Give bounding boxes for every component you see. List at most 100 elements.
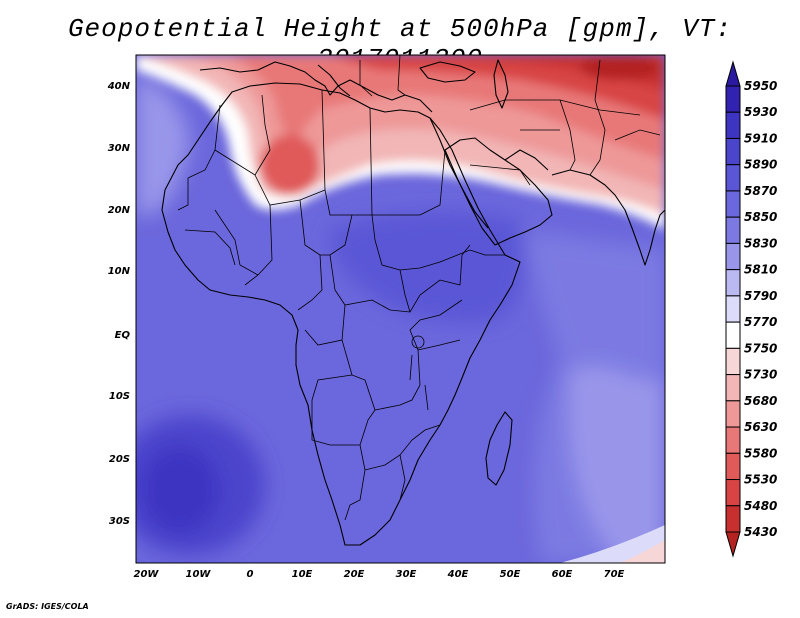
persian-gulf-coast [504, 149, 549, 171]
colorbar-swatch [725, 479, 741, 507]
border [364, 424, 441, 471]
height-field [136, 55, 665, 563]
colorbar-label: 5950 [744, 79, 777, 93]
lat-label: 40N [107, 81, 131, 92]
colorbar-label: 5480 [744, 499, 777, 513]
lat-label: EQ [115, 330, 131, 341]
colorbar-label: 5850 [744, 210, 777, 224]
border [254, 94, 271, 176]
border [372, 149, 446, 216]
colorbar-label: 5680 [744, 394, 777, 408]
lon-axis: 20W 10W 0 10E 20E 30E 40E 50E 60E 70E [134, 569, 625, 580]
border [177, 178, 189, 211]
border [505, 99, 641, 116]
colorbar-swatch [725, 216, 741, 244]
lakes [409, 335, 429, 411]
border [469, 164, 531, 186]
colorbar-label: 5580 [744, 446, 777, 460]
lon-label: 10W [186, 569, 212, 580]
field-core-low [580, 56, 660, 80]
lon-label: 10E [292, 569, 313, 580]
field-tropical-core [330, 212, 527, 323]
colorbar-label: 5790 [744, 289, 777, 303]
map-frame [135, 54, 666, 564]
lon-label: 0 [247, 569, 254, 580]
lake-malawi [424, 384, 429, 411]
colorbar-label: 5530 [744, 473, 777, 487]
colorbar-swatch [725, 452, 741, 481]
colorbar-swatch [725, 85, 741, 113]
lon-label: 60E [552, 569, 573, 580]
arabia-coast [444, 137, 553, 246]
colorbar-swatch [725, 426, 741, 454]
lon-label: 30E [396, 569, 417, 580]
lon-label: 70E [604, 569, 625, 580]
border [559, 99, 576, 171]
colorbar-label: 5630 [744, 420, 777, 434]
colorbar-swatch [725, 111, 741, 139]
colorbar-swatch [725, 400, 741, 428]
colorbar-label: 5830 [744, 236, 777, 250]
europe-coast [199, 61, 433, 113]
lat-axis: 40N 30N 20N 10N EQ 10S 20S 30S [107, 81, 131, 527]
colorbar-label: 5430 [744, 525, 777, 539]
colorbar-swatch [725, 242, 741, 271]
colorbar: 5950 5930 5910 5890 5870 5850 5830 5810 5790 5770… [725, 60, 777, 558]
colorbar-swatch [725, 295, 741, 323]
border [589, 59, 606, 176]
lon-label: 20E [344, 569, 365, 580]
colorbar-swatch [725, 505, 741, 533]
colorbar-top-arrow [725, 60, 741, 87]
border [244, 204, 273, 286]
border [184, 229, 236, 266]
lon-label: 40E [447, 569, 469, 580]
border [439, 249, 505, 263]
lat-label: 20S [109, 454, 130, 465]
colorbar-label: 5930 [744, 105, 777, 119]
lat-label: 30N [108, 143, 131, 154]
red-sea-coast [429, 117, 489, 229]
lat-label: 30S [109, 516, 130, 527]
border [344, 444, 366, 521]
madagascar-coast [485, 411, 513, 486]
border [311, 374, 376, 446]
colorbar-swatch [725, 374, 741, 402]
border [399, 269, 411, 313]
lat-label: 10S [109, 391, 130, 402]
border [187, 104, 221, 179]
colorbar-label: 5750 [744, 341, 777, 355]
colorbar-bottom-arrow [725, 531, 741, 558]
field-n-africa-low [260, 135, 320, 195]
border [417, 339, 461, 351]
border [341, 299, 463, 411]
italy-coast [317, 64, 351, 97]
field-deep-red [330, 55, 665, 120]
colorbar-label: 5770 [744, 315, 777, 329]
border [321, 89, 372, 216]
border [297, 254, 323, 311]
field-south-edge-pink [620, 540, 665, 563]
country-borders [177, 55, 661, 521]
colorbar-swatch [725, 347, 741, 376]
colorbar-label: 5890 [744, 158, 777, 172]
border [397, 55, 406, 96]
field-west-light [136, 75, 190, 215]
lat-label: 20N [108, 205, 131, 216]
coastlines [161, 59, 665, 546]
border [304, 304, 346, 346]
caspian-coast [493, 59, 509, 109]
border [469, 99, 506, 111]
colorbar-swatch [725, 321, 741, 349]
colorbar-swatch [725, 190, 741, 218]
colorbar-swatch [725, 137, 741, 166]
lon-label: 50E [500, 569, 521, 580]
colorbar-label: 5730 [744, 368, 777, 382]
border [214, 209, 259, 276]
border [299, 199, 353, 256]
colorbar-label: 5810 [744, 263, 777, 277]
border [614, 129, 661, 141]
africa-coast [161, 82, 521, 546]
field-sw-high-core [140, 445, 220, 535]
field-south-edge [560, 525, 665, 563]
